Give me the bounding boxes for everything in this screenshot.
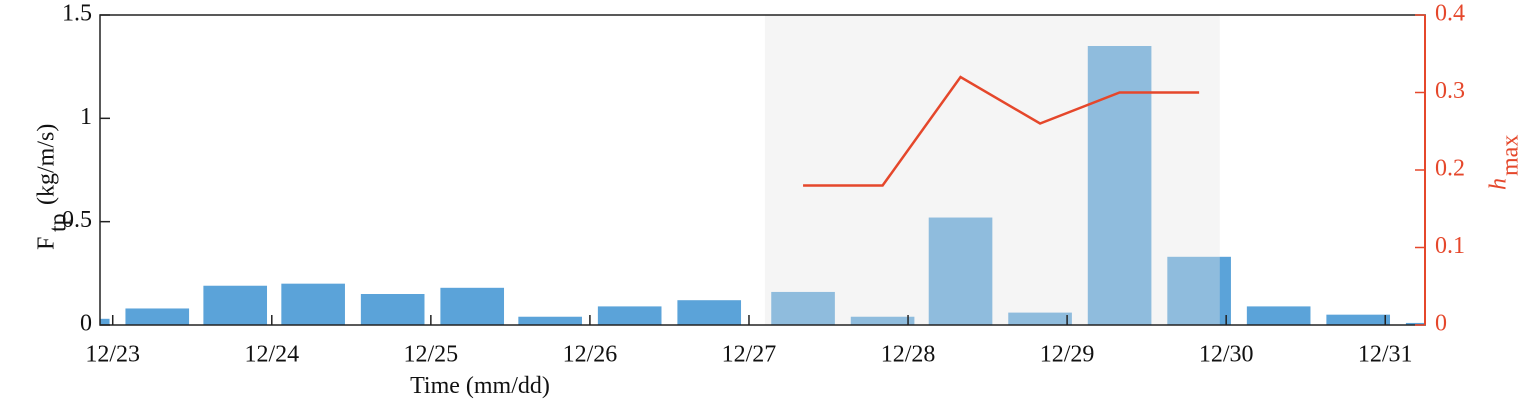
bar [100,318,110,325]
x-axis-label: Time (mm/dd) [410,373,550,399]
x-tick-label: 12/27 [722,342,777,368]
y2-tick-label: 0.3 [1435,78,1465,104]
y-tick-label: 0 [80,311,92,337]
x-tick-label: 12/25 [404,342,459,368]
y-tick-label: 1.5 [62,1,92,27]
bar [203,285,268,325]
x-tick-label: 12/30 [1199,342,1254,368]
bar [125,308,190,325]
bar [597,306,662,325]
bar [850,316,915,325]
x-tick-label: 12/23 [85,342,140,368]
x-tick-label: 12/26 [563,342,618,368]
y-label-unit: (kg/m/s) [34,124,60,205]
bar [928,217,993,325]
x-tick-label: 12/31 [1358,342,1413,368]
line [803,75,1200,187]
y2-tick-label: 0.2 [1435,156,1465,182]
y2-tick-label: 0 [1435,311,1447,337]
y-label-sub: tp [46,213,72,232]
x-tick-label: 12/29 [1040,342,1095,368]
bar [1008,312,1072,325]
y-tick-label: 1 [80,104,92,130]
x-tick-label: 12/28 [881,342,936,368]
y2-tick-label: 0.4 [1435,1,1465,27]
bar [771,291,835,325]
bar [360,294,425,325]
bar [440,287,505,325]
highlight-region [764,15,1220,325]
y2-tick-label: 0.1 [1435,233,1465,259]
y2-axis-label: h max [1486,135,1524,190]
x-tick-label: 12/24 [244,342,299,368]
y-axis-label: F tp (kg/m/s) [34,124,72,250]
bar [281,283,345,325]
bar [1326,314,1391,325]
bar [518,316,582,325]
bar [677,300,742,325]
y-label-main: F [34,237,60,250]
bar [1167,256,1231,325]
bar [1405,322,1425,325]
bar [1246,306,1311,325]
y2-label-main: h [1486,178,1512,190]
y2-label-sub: max [1498,135,1524,176]
y-tick-label: 0.5 [62,207,92,233]
plot-area [100,15,1425,325]
